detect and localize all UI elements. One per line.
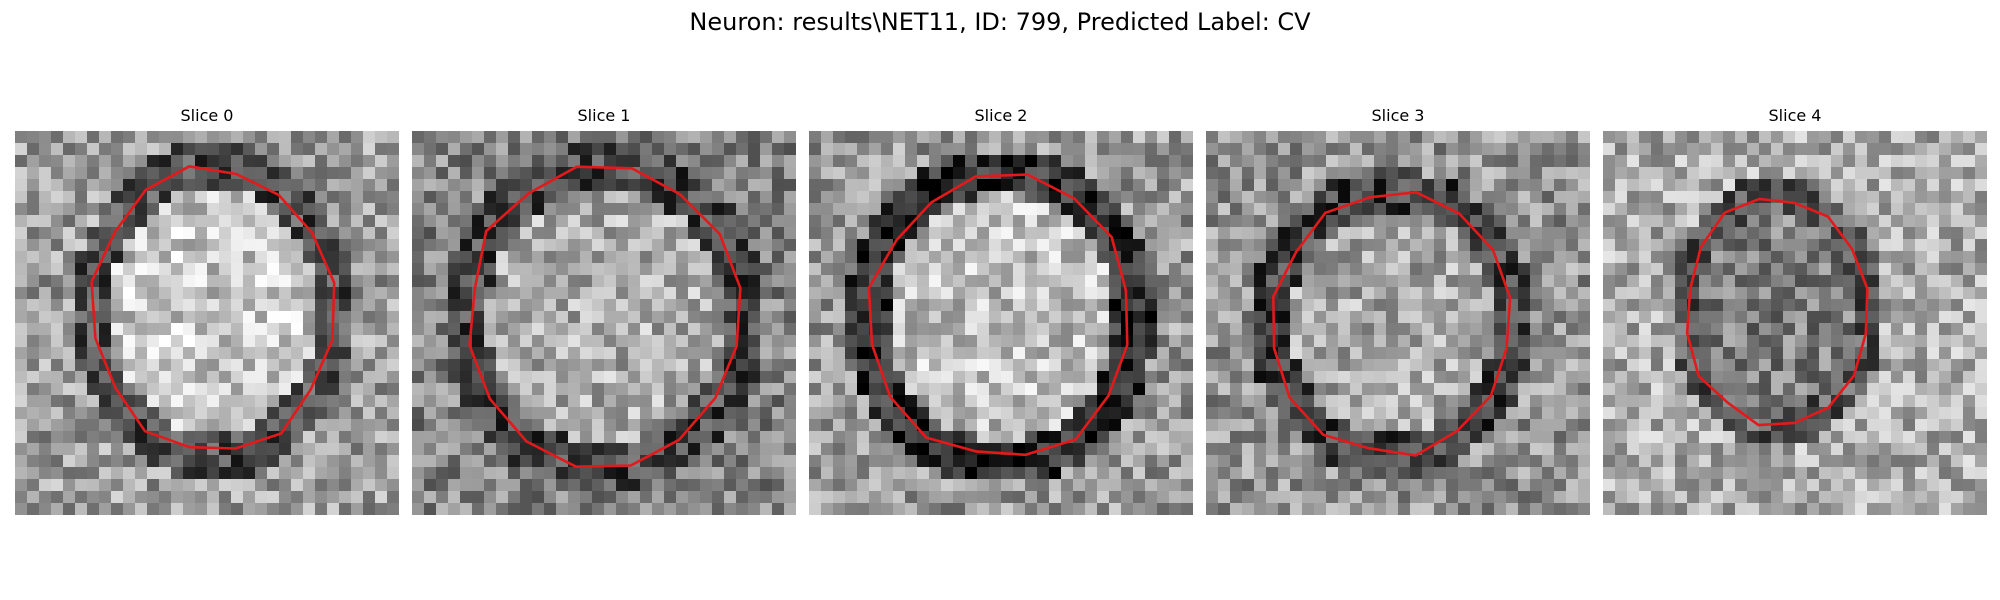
slice-panel-4: Slice 4 bbox=[1603, 106, 1987, 515]
slice-panel-1: Slice 1 bbox=[412, 106, 796, 515]
segmentation-contour bbox=[468, 165, 742, 469]
slice-panel-0: Slice 0 bbox=[15, 106, 399, 515]
slice-panel-2: Slice 2 bbox=[809, 106, 1193, 515]
segmentation-contour bbox=[1272, 190, 1512, 457]
slice-image bbox=[1603, 131, 1987, 515]
slice-image bbox=[1206, 131, 1590, 515]
pixel-grid bbox=[1206, 131, 1590, 515]
slice-image bbox=[15, 131, 399, 515]
slice-image bbox=[809, 131, 1193, 515]
segmentation-contour bbox=[867, 173, 1129, 457]
slice-title: Slice 3 bbox=[1371, 106, 1425, 125]
slice-title: Slice 1 bbox=[577, 106, 631, 125]
pixel-grid bbox=[809, 131, 1193, 515]
segmentation-contour bbox=[90, 164, 336, 450]
slice-title: Slice 0 bbox=[180, 106, 234, 125]
slice-image bbox=[412, 131, 796, 515]
segmentation-contour bbox=[1685, 197, 1869, 427]
pixel-grid bbox=[1603, 131, 1987, 515]
slice-title: Slice 4 bbox=[1768, 106, 1822, 125]
slice-title: Slice 2 bbox=[974, 106, 1028, 125]
pixel-grid bbox=[15, 131, 399, 515]
pixel-grid bbox=[412, 131, 796, 515]
slice-panel-3: Slice 3 bbox=[1206, 106, 1590, 515]
figure-title: Neuron: results\NET11, ID: 799, Predicte… bbox=[689, 8, 1311, 36]
